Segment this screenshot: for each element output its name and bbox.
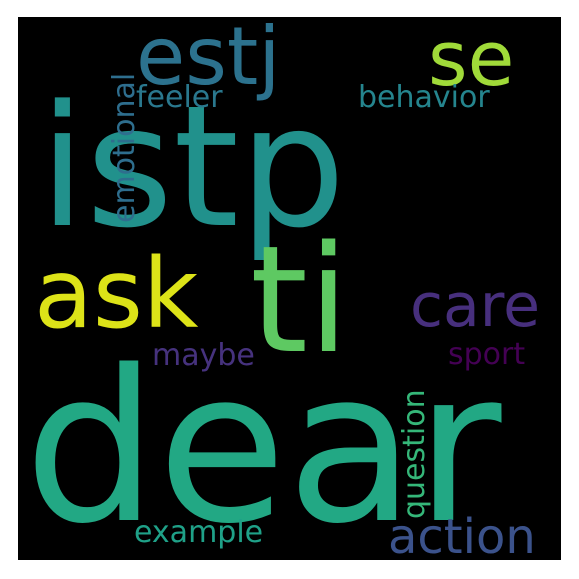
- word-example: example: [134, 515, 264, 550]
- word-behavior: behavior: [358, 80, 490, 115]
- word-ti: ti: [250, 214, 350, 386]
- word-care: care: [410, 271, 541, 341]
- word-feeler: feeler: [136, 80, 223, 115]
- word-question: question: [397, 389, 432, 519]
- word-ask: ask: [34, 238, 199, 350]
- word-estj: estj: [136, 17, 281, 103]
- word-istp: istp: [39, 69, 346, 265]
- word-dear: dear: [24, 325, 502, 560]
- word-action: action: [388, 509, 536, 560]
- word-maybe: maybe: [152, 338, 255, 373]
- word-sport: sport: [448, 337, 526, 372]
- word-cloud: istp dear ti ask estj se care action beh…: [18, 17, 561, 560]
- word-se: se: [428, 17, 515, 103]
- word-emotional: emotional: [107, 72, 142, 223]
